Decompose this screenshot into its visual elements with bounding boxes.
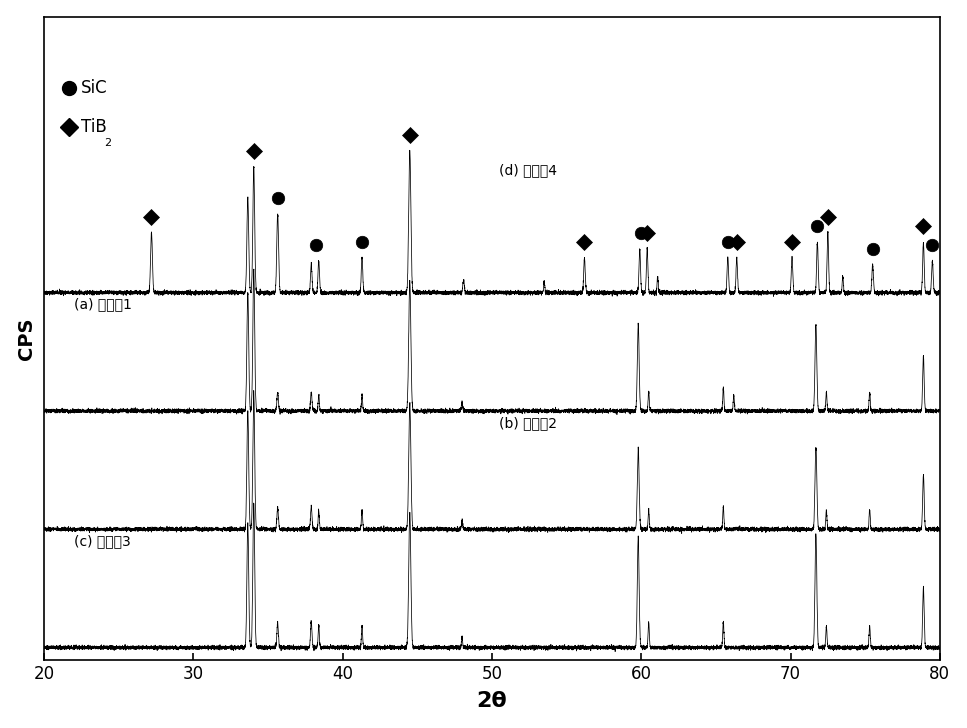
Text: 2: 2 <box>104 138 111 148</box>
X-axis label: 2θ: 2θ <box>477 692 508 711</box>
Text: (a) 实施例1: (a) 实施例1 <box>73 298 132 312</box>
Text: TiB: TiB <box>81 118 107 136</box>
Text: SiC: SiC <box>81 79 108 97</box>
Text: (d) 实施例4: (d) 实施例4 <box>499 163 557 178</box>
Y-axis label: CPS: CPS <box>16 317 36 360</box>
Text: (c) 实施例3: (c) 实施例3 <box>73 534 131 548</box>
Text: (b) 实施例2: (b) 实施例2 <box>499 416 557 430</box>
